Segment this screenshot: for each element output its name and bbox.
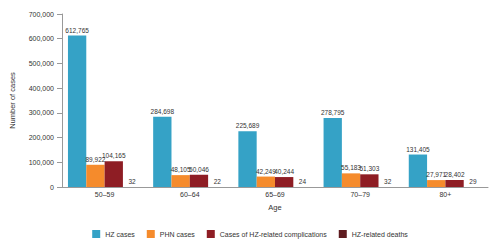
svg-text:0: 0 bbox=[50, 184, 54, 191]
svg-text:51,303: 51,303 bbox=[359, 165, 379, 172]
svg-text:27,971: 27,971 bbox=[426, 171, 446, 178]
svg-text:89,922: 89,922 bbox=[85, 155, 106, 163]
svg-text:22: 22 bbox=[214, 178, 222, 185]
svg-text:HZ cases: HZ cases bbox=[105, 231, 135, 238]
svg-text:Number of cases: Number of cases bbox=[8, 72, 17, 129]
svg-text:40,244: 40,244 bbox=[274, 168, 294, 175]
svg-text:65–69: 65–69 bbox=[265, 191, 285, 198]
svg-text:48,105: 48,105 bbox=[171, 166, 191, 173]
svg-text:400,000: 400,000 bbox=[29, 85, 54, 92]
svg-text:104,165: 104,165 bbox=[102, 152, 126, 159]
svg-text:55,183: 55,183 bbox=[341, 164, 361, 171]
svg-text:28,402: 28,402 bbox=[445, 171, 465, 178]
svg-text:612,765: 612,765 bbox=[65, 27, 89, 34]
svg-text:80+: 80+ bbox=[439, 191, 451, 198]
svg-text:70–79: 70–79 bbox=[350, 191, 370, 198]
svg-text:32: 32 bbox=[384, 178, 392, 185]
svg-text:60–64: 60–64 bbox=[180, 191, 200, 198]
svg-text:600,000: 600,000 bbox=[29, 35, 54, 42]
svg-text:100,000: 100,000 bbox=[29, 159, 54, 166]
svg-text:Age: Age bbox=[268, 203, 281, 212]
svg-text:225,689: 225,689 bbox=[236, 122, 260, 129]
svg-text:284,698: 284,698 bbox=[151, 108, 175, 115]
svg-text:32: 32 bbox=[128, 178, 136, 185]
svg-text:700,000: 700,000 bbox=[29, 11, 54, 18]
svg-text:Cases of HZ-related complicati: Cases of HZ-related complications bbox=[220, 231, 327, 239]
svg-text:24: 24 bbox=[299, 178, 307, 185]
svg-text:300,000: 300,000 bbox=[29, 109, 54, 116]
svg-text:500,000: 500,000 bbox=[29, 60, 54, 67]
svg-text:42,249: 42,249 bbox=[256, 168, 276, 175]
svg-text:278,795: 278,795 bbox=[321, 109, 345, 116]
svg-text:HZ-related deaths: HZ-related deaths bbox=[352, 231, 409, 238]
svg-text:131,405: 131,405 bbox=[406, 146, 430, 153]
svg-text:PHN cases: PHN cases bbox=[160, 231, 196, 238]
svg-text:50–59: 50–59 bbox=[95, 191, 115, 198]
svg-text:29: 29 bbox=[469, 178, 477, 185]
svg-text:50,046: 50,046 bbox=[189, 166, 209, 173]
svg-text:200,000: 200,000 bbox=[29, 134, 54, 141]
